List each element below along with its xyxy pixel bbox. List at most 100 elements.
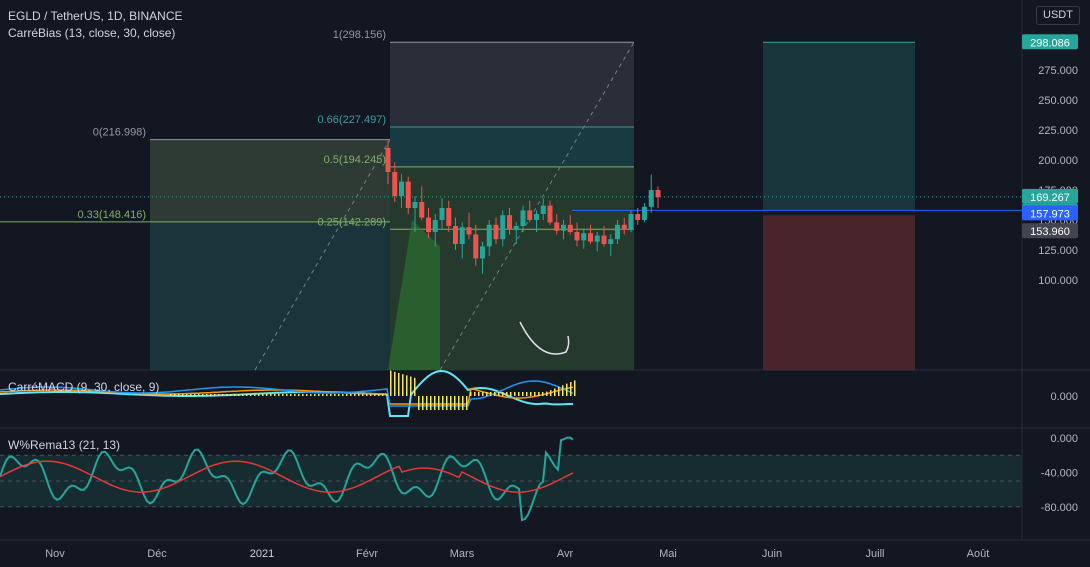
macd-histogram-bar	[194, 394, 196, 396]
candle-body	[642, 206, 647, 220]
price-tag-bg	[1022, 205, 1078, 221]
macd-histogram-bar	[514, 392, 516, 396]
macd-histogram-bar	[398, 373, 400, 396]
macd-histogram-bar	[330, 394, 332, 396]
macd-histogram-bar	[458, 396, 460, 410]
macd-histogram-bar	[418, 396, 420, 410]
macd-histogram-bar	[222, 394, 224, 396]
macd-histogram-bar	[386, 394, 388, 396]
macd-histogram-bar	[214, 394, 216, 396]
macd-histogram-bar	[502, 392, 504, 396]
macd-histogram-bar	[290, 394, 292, 396]
macd-histogram-bar	[318, 394, 320, 396]
macd-histogram-bar	[306, 394, 308, 396]
macd-histogram-bar	[538, 392, 540, 396]
macd-histogram-bar	[534, 392, 536, 396]
macd-histogram-bar	[230, 394, 232, 396]
macd-histogram-bar	[274, 394, 276, 396]
candle-body	[392, 172, 398, 196]
candle-body	[459, 227, 465, 244]
macd-histogram-bar	[358, 394, 360, 396]
macd-histogram-bar	[314, 394, 316, 396]
candle-body	[635, 214, 641, 220]
macd-histogram-bar	[430, 396, 432, 410]
candle-body	[399, 181, 404, 196]
macd-histogram-bar	[362, 394, 364, 396]
candle-body	[480, 246, 485, 259]
price-axis-tick: 225.000	[1038, 125, 1078, 137]
macd-histogram-bar	[554, 388, 556, 396]
fib-level-label: 0.33(148.416)	[78, 209, 147, 221]
oscillator-axis-tick: -40.000	[1041, 467, 1078, 479]
macd-signal-line	[0, 369, 573, 417]
price-axis-tick: 125.000	[1038, 245, 1078, 257]
candle-body	[507, 215, 512, 230]
macd-histogram-bar	[494, 392, 496, 396]
macd-histogram-bar	[490, 392, 492, 396]
macd-fast-line	[0, 380, 574, 407]
macd-histogram-bar	[170, 394, 172, 396]
macd-histogram-bar	[226, 394, 228, 396]
indicator-title: CarréBias (13, close, 30, close)	[8, 26, 176, 40]
candle-body	[621, 224, 627, 230]
candle-body	[534, 214, 539, 220]
price-tag-label: 169.267	[1030, 192, 1070, 204]
fib-level-label: 1(298.156)	[333, 29, 386, 41]
currency-button[interactable]: USDT	[1036, 6, 1080, 25]
fib-level-label: 0.5(194.245)	[324, 154, 386, 166]
price-axis-tick: 275.000	[1038, 65, 1078, 77]
macd-histogram-bar	[238, 394, 240, 396]
time-axis-tick: Nov	[45, 548, 65, 560]
macd-histogram-bar	[350, 394, 352, 396]
candle-body	[520, 210, 526, 226]
macd-histogram-bar	[550, 390, 552, 396]
macd-histogram-bar	[210, 394, 212, 396]
macd-histogram-bar	[530, 392, 532, 396]
candle-body	[426, 217, 431, 232]
macd-histogram-bar	[394, 371, 396, 396]
macd-histogram-bar	[522, 392, 524, 396]
macd-histogram-bar	[466, 396, 468, 410]
macd-histogram-bar	[570, 382, 572, 396]
macd-histogram-bar	[462, 396, 464, 410]
macd-histogram-bar	[174, 394, 176, 396]
candle-body	[385, 148, 391, 172]
macd-histogram-bar	[558, 386, 560, 396]
macd-histogram-bar	[566, 383, 568, 396]
candle-body	[527, 210, 533, 220]
oscillator-ema-line	[0, 460, 574, 493]
candle-body	[486, 224, 492, 247]
candle-body	[547, 205, 553, 223]
macd-histogram-bar	[286, 394, 288, 396]
price-axis-tick: 200.000	[1038, 155, 1078, 167]
candle-body	[540, 205, 546, 214]
macd-histogram-bar	[438, 396, 440, 410]
position-profit-zone	[763, 42, 915, 211]
macd-histogram-bar	[422, 396, 424, 410]
price-tag-bg	[1022, 188, 1078, 204]
macd-histogram-bar	[178, 394, 180, 396]
macd-axis-tick: 0.000	[1050, 391, 1078, 403]
fib-level-label: 0.25(142.289)	[318, 216, 387, 228]
candle-body	[615, 224, 620, 240]
macd-histogram-bar	[414, 377, 416, 396]
macd-histogram-bar	[446, 396, 448, 410]
macd-histogram-bar	[574, 380, 576, 396]
macd-histogram-bar	[450, 396, 452, 410]
candle-body	[601, 235, 607, 244]
candle-body	[432, 220, 438, 232]
macd-histogram-bar	[442, 396, 444, 410]
macd-pane-label: CarréMACD (9, 30, close, 9)	[8, 380, 160, 394]
macd-histogram-bar	[310, 394, 312, 396]
time-axis-tick: Févr	[356, 548, 378, 560]
time-axis-tick: Août	[967, 548, 990, 560]
candle-body	[513, 226, 519, 230]
macd-histogram-bar	[406, 375, 408, 396]
fib-level-label: 0(216.998)	[93, 127, 146, 139]
time-axis-tick: Déc	[147, 548, 167, 560]
time-axis-tick: Mars	[450, 548, 475, 560]
bias-wedge	[388, 220, 440, 370]
macd-histogram-bar	[426, 396, 428, 410]
macd-histogram-bar	[218, 394, 220, 396]
